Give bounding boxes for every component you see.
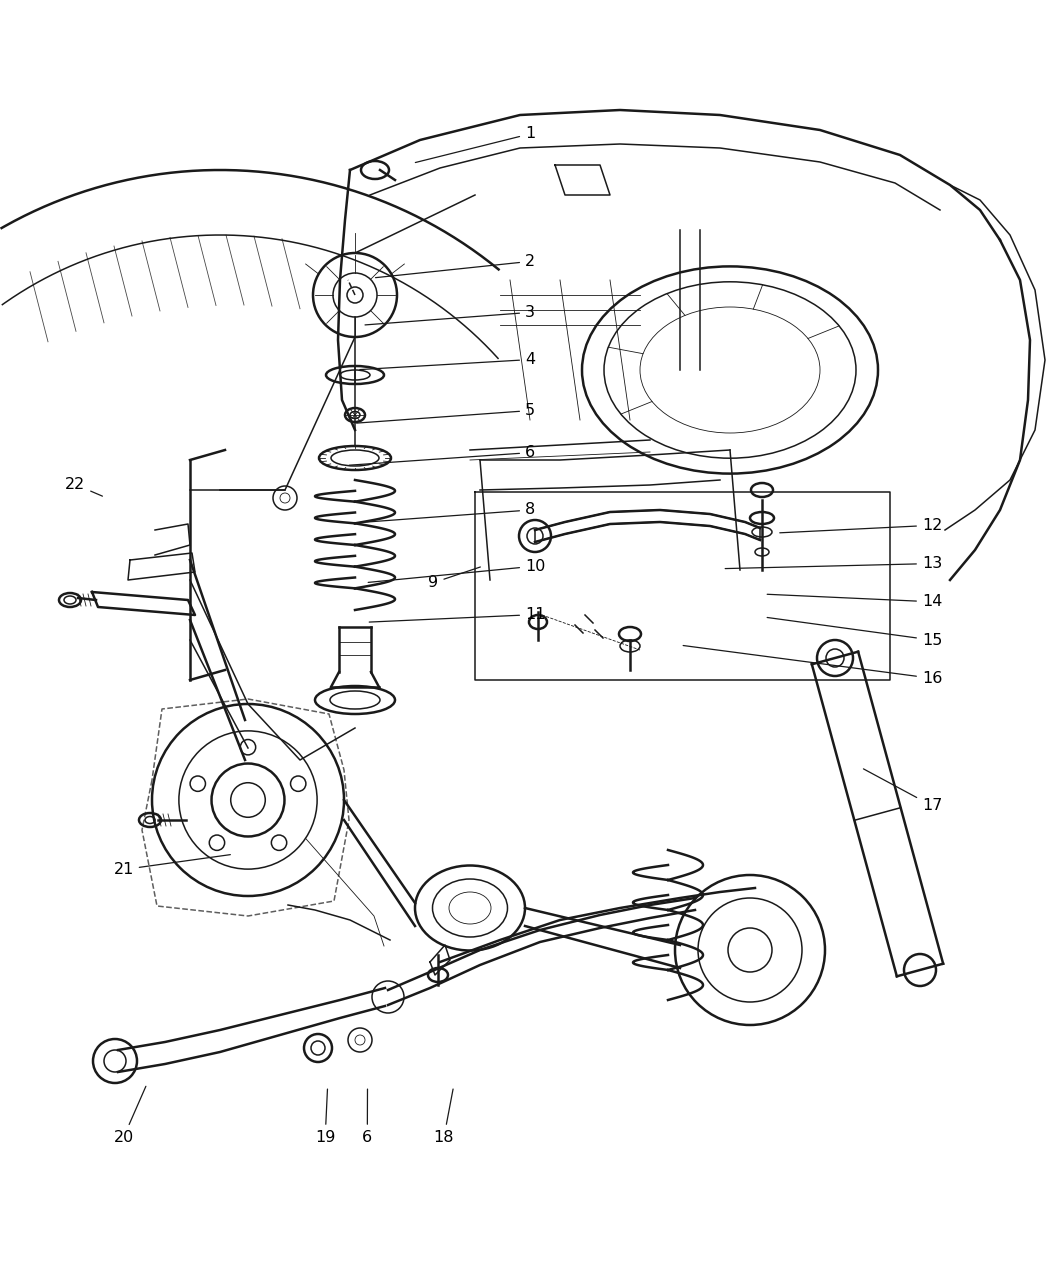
Text: 6: 6 xyxy=(362,1089,373,1145)
Text: 6: 6 xyxy=(350,445,536,465)
Text: 4: 4 xyxy=(360,352,536,370)
Text: 2: 2 xyxy=(376,254,536,278)
Text: 14: 14 xyxy=(768,594,942,609)
Text: 5: 5 xyxy=(357,403,536,423)
Text: 8: 8 xyxy=(360,502,536,523)
Text: 17: 17 xyxy=(863,769,942,813)
Text: 12: 12 xyxy=(780,518,942,533)
Text: 16: 16 xyxy=(684,645,942,686)
Text: 18: 18 xyxy=(434,1089,455,1145)
Text: 22: 22 xyxy=(65,477,103,496)
Text: 3: 3 xyxy=(365,305,536,325)
Polygon shape xyxy=(536,510,760,542)
Text: 1: 1 xyxy=(416,126,536,162)
Text: 15: 15 xyxy=(768,617,942,648)
Text: 20: 20 xyxy=(113,1086,146,1145)
Text: 19: 19 xyxy=(315,1089,335,1145)
Text: 11: 11 xyxy=(370,607,546,622)
Text: 9: 9 xyxy=(428,567,480,590)
Text: 10: 10 xyxy=(369,558,545,583)
Text: 13: 13 xyxy=(726,556,942,571)
Text: 21: 21 xyxy=(113,854,230,877)
